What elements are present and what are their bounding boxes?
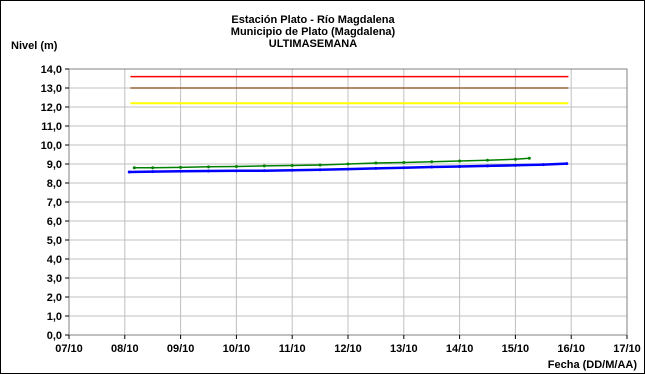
series-4-point	[458, 159, 462, 163]
y-tick-label: 13,0	[41, 83, 62, 95]
series-5-point	[486, 164, 489, 168]
series-5-point	[290, 168, 294, 172]
series-4-point	[262, 164, 266, 168]
series-group	[127, 75, 569, 174]
series-4-point	[207, 165, 210, 169]
x-axis-ticks: 07/10 08/10 09/10 10/10 11/10 12/10 13/10 14/10…	[55, 335, 641, 355]
y-tick-label: 3,0	[47, 273, 62, 285]
series-4-point	[402, 160, 406, 164]
y-tick-label: 5,0	[47, 235, 62, 247]
series-5-point	[262, 169, 266, 173]
series-4-point	[527, 156, 531, 160]
series-5-point	[207, 169, 210, 173]
y-axis-label: Nivel (m)	[11, 40, 58, 52]
x-tick-label: 13/10	[390, 343, 418, 355]
x-axis-label: Fecha (DD/M/AA)	[548, 359, 638, 371]
series-5-point	[541, 163, 545, 167]
x-tick-label: 09/10	[167, 343, 195, 355]
series-4-point	[346, 162, 350, 166]
series-5-point	[458, 164, 462, 168]
series-4-point	[234, 164, 238, 168]
x-tick-label: 11/10	[279, 343, 306, 355]
x-tick-label: 08/10	[111, 343, 139, 355]
x-tick-label: 12/10	[334, 343, 362, 355]
series-5-point	[179, 169, 183, 173]
x-tick-label: 15/10	[502, 343, 530, 355]
chart-subtitle-2: ULTIMASEMANA	[269, 38, 357, 50]
grid	[69, 69, 627, 335]
y-tick-label: 4,0	[47, 254, 62, 266]
y-axis-ticks: 0,0 1,0 2,0 3,0 4,0 5,0 6,0 7,0 8,0 9,0 10,0 11,0 12…	[41, 64, 69, 342]
series-5-point	[346, 167, 350, 171]
y-tick-label: 10,0	[41, 140, 62, 152]
series-4-point	[151, 166, 155, 170]
y-tick-label: 1,0	[47, 311, 62, 323]
series-line-4	[134, 157, 530, 169]
series-4-point	[430, 160, 434, 164]
series-5-point	[151, 170, 155, 174]
series-4-point	[290, 164, 294, 168]
y-tick-label: 11,0	[41, 121, 62, 133]
x-tick-label: 07/10	[55, 343, 83, 355]
y-tick-label: 9,0	[47, 159, 62, 171]
series-5-point	[430, 165, 434, 169]
series-5-point	[513, 163, 517, 167]
y-tick-label: 14,0	[41, 64, 62, 76]
chart-title: Estación Plato - Río Magdalena	[231, 14, 395, 26]
y-tick-label: 7,0	[47, 197, 62, 209]
x-tick-label: 14/10	[446, 343, 474, 355]
x-tick-label: 16/10	[557, 343, 585, 355]
series-5-point	[318, 168, 322, 172]
series-5-point	[565, 162, 569, 166]
series-4-point	[486, 158, 489, 162]
chart-subtitle: Municipio de Plato (Magdalena)	[231, 26, 396, 38]
y-tick-label: 8,0	[47, 178, 62, 190]
series-5-point	[234, 169, 238, 173]
x-tick-label: 10/10	[223, 343, 251, 355]
series-5-point	[127, 170, 131, 174]
series-4-point	[374, 161, 378, 165]
series-4-point	[513, 157, 517, 161]
series-5-point	[402, 166, 406, 170]
series-4-point	[179, 165, 183, 169]
series-4-point	[132, 166, 136, 170]
series-5-point	[374, 166, 378, 170]
x-tick-label: 17/10	[613, 343, 641, 355]
series-4-point	[318, 163, 322, 167]
y-tick-label: 0,0	[47, 330, 62, 342]
y-tick-label: 6,0	[47, 216, 62, 228]
y-tick-label: 2,0	[47, 292, 62, 304]
y-tick-label: 12,0	[41, 102, 62, 114]
